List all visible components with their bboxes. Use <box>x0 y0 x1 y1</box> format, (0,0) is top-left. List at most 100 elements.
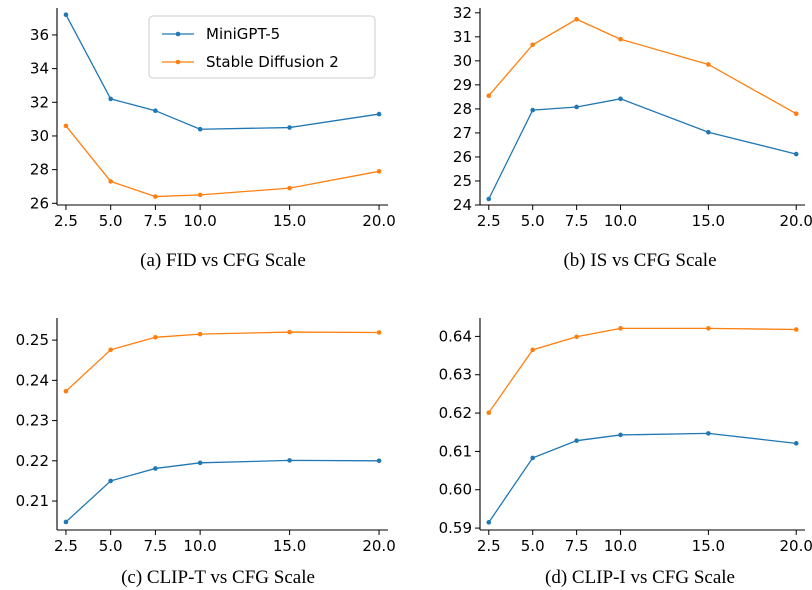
x-tick-label-clip-t: 15.0 <box>273 537 306 555</box>
y-tick-label-is: 27 <box>453 124 472 142</box>
point-minigpt5-clip-i <box>530 455 536 461</box>
point-sd2-fid <box>287 185 292 191</box>
point-sd2-clip-t <box>63 388 69 394</box>
point-sd2-fid <box>108 179 113 184</box>
series-line-sd2-fid <box>65 125 380 198</box>
y-tick-label-clip-t: 0.21 <box>16 492 49 510</box>
x-tick-label-is: 2.5 <box>477 212 501 230</box>
point-sd2-clip-i <box>574 334 579 340</box>
y-tick-label-fid: 36 <box>30 26 49 44</box>
series-line-sd2-is <box>488 18 797 115</box>
panel-fid: (a) FID vs CFG Scale 26 28 30 32 34 36 2.5 5.0 7… <box>30 8 396 271</box>
caption-is: (b) IS vs CFG Scale <box>563 250 716 271</box>
point-minigpt5-clip-t <box>153 466 158 471</box>
point-sd2-clip-t <box>153 335 158 340</box>
y-tick-label-is: 24 <box>453 196 472 214</box>
point-sd2-fid <box>197 192 203 198</box>
y-tick-label-clip-i: 0.59 <box>439 519 472 537</box>
point-minigpt5-clip-i <box>486 520 492 525</box>
point-minigpt5-is <box>574 104 579 110</box>
x-tick-label-clip-i: 15.0 <box>692 537 725 555</box>
y-tick-label-is: 25 <box>453 172 472 190</box>
point-minigpt5-clip-t <box>108 478 113 484</box>
x-tick-label-is: 20.0 <box>780 212 812 230</box>
point-sd2-clip-i <box>706 326 711 331</box>
x-tick-label-clip-i: 7.5 <box>565 537 589 555</box>
point-sd2-fid <box>153 194 158 199</box>
panel-clip-i: (d) CLIP-I vs CFG Scale 0.59 0.60 0.61 0.62… <box>439 318 812 588</box>
x-tick-label-clip-i: 10.0 <box>604 537 637 555</box>
point-sd2-clip-i <box>793 327 799 332</box>
point-minigpt5-clip-i <box>618 432 623 438</box>
x-tick-label-clip-t: 5.0 <box>99 537 123 555</box>
point-minigpt5-fid <box>153 108 158 114</box>
point-minigpt5-fid <box>376 111 382 117</box>
legend-label-sd2: Stable Diffusion 2 <box>206 53 339 71</box>
y-tick-label-fid: 30 <box>30 127 49 145</box>
x-tick-label-fid: 20.0 <box>362 212 395 230</box>
caption-clip-i: (d) CLIP-I vs CFG Scale <box>545 567 735 588</box>
point-minigpt5-clip-t <box>287 458 292 463</box>
y-tick-label-clip-i: 0.60 <box>439 481 472 499</box>
y-tick-label-clip-t: 0.24 <box>16 371 49 389</box>
point-sd2-clip-i <box>530 347 536 353</box>
point-sd2-is <box>793 111 799 117</box>
point-minigpt5-fid <box>197 126 203 132</box>
x-tick-label-clip-t: 10.0 <box>183 537 216 555</box>
point-minigpt5-fid <box>63 12 69 18</box>
series-line-minigpt5-is <box>488 98 797 200</box>
point-minigpt5-is <box>486 196 492 202</box>
y-tick-label-fid: 28 <box>30 161 49 179</box>
x-tick-label-clip-t: 2.5 <box>54 537 78 555</box>
x-tick-label-fid: 15.0 <box>273 212 306 230</box>
point-sd2-clip-t <box>108 347 113 353</box>
x-tick-label-fid: 5.0 <box>99 212 123 230</box>
caption-clip-t: (c) CLIP-T vs CFG Scale <box>121 567 315 588</box>
point-minigpt5-clip-t <box>197 460 203 466</box>
point-sd2-clip-t <box>197 331 203 337</box>
x-tick-label-is: 15.0 <box>692 212 725 230</box>
point-sd2-is <box>574 16 579 22</box>
series-line-minigpt5-clip-t <box>65 459 380 523</box>
y-tick-label-clip-t: 0.23 <box>16 412 49 430</box>
series-line-sd2-clip-i <box>488 327 797 414</box>
point-minigpt5-fid <box>108 96 113 102</box>
point-minigpt5-clip-t <box>376 458 382 464</box>
y-tick-label-is: 26 <box>453 148 472 166</box>
legend: MiniGPT-5 Stable Diffusion 2 <box>148 15 376 79</box>
point-minigpt5-clip-i <box>706 431 711 436</box>
point-sd2-clip-t <box>376 330 382 335</box>
y-tick-label-clip-t: 0.22 <box>16 452 49 470</box>
x-tick-label-clip-i: 5.0 <box>521 537 545 555</box>
point-minigpt5-is <box>793 151 799 157</box>
point-sd2-is <box>530 42 536 48</box>
point-minigpt5-is <box>618 96 623 102</box>
x-tick-label-clip-t: 20.0 <box>362 537 395 555</box>
x-tick-label-fid: 2.5 <box>54 212 78 230</box>
point-sd2-fid <box>376 169 382 174</box>
point-sd2-clip-i <box>486 410 492 415</box>
y-tick-label-clip-i: 0.63 <box>439 366 472 384</box>
caption-fid: (a) FID vs CFG Scale <box>140 250 306 271</box>
point-minigpt5-clip-t <box>63 519 69 525</box>
y-tick-label-is: 31 <box>453 28 472 46</box>
point-minigpt5-clip-i <box>793 441 799 446</box>
y-tick-label-fid: 26 <box>30 194 49 212</box>
y-tick-label-clip-i: 0.64 <box>439 327 472 345</box>
x-tick-label-clip-i: 20.0 <box>780 537 812 555</box>
legend-frame <box>148 15 376 79</box>
point-minigpt5-clip-i <box>574 438 579 443</box>
y-tick-label-is: 29 <box>453 76 472 94</box>
x-tick-label-is: 5.0 <box>521 212 545 230</box>
series-line-sd2-clip-t <box>65 331 380 392</box>
point-sd2-clip-i <box>618 326 623 331</box>
x-tick-label-fid: 7.5 <box>143 212 167 230</box>
y-tick-label-fid: 34 <box>30 60 49 78</box>
point-sd2-is <box>486 93 492 98</box>
legend-marker-minigpt5 <box>175 31 181 37</box>
y-tick-label-fid: 32 <box>30 93 49 111</box>
x-tick-label-clip-i: 2.5 <box>477 537 501 555</box>
legend-label-minigpt5: MiniGPT-5 <box>206 25 280 43</box>
x-tick-label-clip-t: 7.5 <box>143 537 167 555</box>
